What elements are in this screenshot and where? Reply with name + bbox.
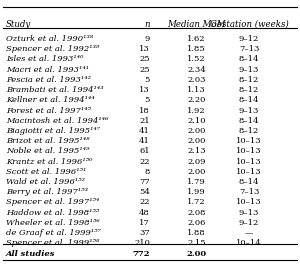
Text: 2.00: 2.00	[187, 127, 206, 135]
Text: 13: 13	[139, 86, 150, 94]
Text: 8–12: 8–12	[239, 76, 259, 84]
Text: 10–13: 10–13	[236, 198, 262, 206]
Text: Biagiotti et al. 1995¹⁴⁷: Biagiotti et al. 1995¹⁴⁷	[6, 127, 100, 135]
Text: Wheeler et al. 1998¹⁵⁶: Wheeler et al. 1998¹⁵⁶	[6, 219, 100, 227]
Text: Forest et al. 1997¹⁴⁵: Forest et al. 1997¹⁴⁵	[6, 107, 91, 115]
Text: 2.03: 2.03	[187, 76, 206, 84]
Text: Berry et al. 1997¹⁵³: Berry et al. 1997¹⁵³	[6, 188, 88, 196]
Text: 7–13: 7–13	[239, 188, 259, 196]
Text: 18: 18	[139, 107, 150, 115]
Text: 1.72: 1.72	[187, 198, 206, 206]
Text: 1.99: 1.99	[187, 188, 206, 196]
Text: 2.34: 2.34	[187, 66, 206, 74]
Text: Brizot et al. 1995¹⁴⁸: Brizot et al. 1995¹⁴⁸	[6, 137, 90, 145]
Text: 8–14: 8–14	[239, 178, 259, 186]
Text: 1.79: 1.79	[187, 178, 206, 186]
Text: 10–13: 10–13	[236, 157, 262, 165]
Text: 2.09: 2.09	[187, 157, 206, 165]
Text: 2.00: 2.00	[187, 168, 206, 176]
Text: 9–12: 9–12	[239, 219, 259, 227]
Text: 2.13: 2.13	[187, 147, 206, 155]
Text: 48: 48	[139, 209, 150, 217]
Text: 10–13: 10–13	[236, 147, 262, 155]
Text: 22: 22	[140, 198, 150, 206]
Text: 10–14: 10–14	[236, 239, 262, 247]
Text: 21: 21	[140, 117, 150, 125]
Text: 41: 41	[139, 127, 150, 135]
Text: 61: 61	[140, 147, 150, 155]
Text: 77: 77	[139, 178, 150, 186]
Text: —: —	[245, 229, 253, 237]
Text: 2.20: 2.20	[187, 96, 206, 104]
Text: 5: 5	[145, 76, 150, 84]
Text: 2.00: 2.00	[187, 137, 206, 145]
Text: 8–14: 8–14	[239, 56, 259, 64]
Text: 17: 17	[139, 219, 150, 227]
Text: Macri et al. 1993¹⁴¹: Macri et al. 1993¹⁴¹	[6, 66, 89, 74]
Text: Pescia et al. 1993¹⁴²: Pescia et al. 1993¹⁴²	[6, 76, 91, 84]
Text: 1.88: 1.88	[187, 229, 206, 237]
Text: 1.52: 1.52	[187, 56, 206, 64]
Text: 1.85: 1.85	[187, 45, 206, 53]
Text: 10–13: 10–13	[236, 168, 262, 176]
Text: Median MoM: Median MoM	[167, 20, 226, 29]
Text: 8: 8	[145, 168, 150, 176]
Text: Spencer et al. 1999¹⁵⁸: Spencer et al. 1999¹⁵⁸	[6, 239, 99, 247]
Text: Spencer et al. 1997¹⁵⁴: Spencer et al. 1997¹⁵⁴	[6, 198, 99, 206]
Text: 1.92: 1.92	[187, 107, 206, 115]
Text: 25: 25	[140, 56, 150, 64]
Text: 25: 25	[140, 66, 150, 74]
Text: 2.15: 2.15	[187, 239, 206, 247]
Text: 7–13: 7–13	[239, 45, 259, 53]
Text: All studies: All studies	[6, 250, 56, 258]
Text: 9: 9	[145, 35, 150, 43]
Text: Noble et al. 1995¹⁴⁹: Noble et al. 1995¹⁴⁹	[6, 147, 89, 155]
Text: 1.13: 1.13	[187, 86, 206, 94]
Text: 210: 210	[134, 239, 150, 247]
Text: 8–12: 8–12	[239, 86, 259, 94]
Text: Spencer et al. 1992¹³⁹: Spencer et al. 1992¹³⁹	[6, 45, 99, 53]
Text: 13: 13	[139, 45, 150, 53]
Text: Krantz et al. 1996¹⁵⁰: Krantz et al. 1996¹⁵⁰	[6, 157, 92, 165]
Text: Wald et al. 1996¹⁵²: Wald et al. 1996¹⁵²	[6, 178, 85, 186]
Text: 2.10: 2.10	[187, 117, 206, 125]
Text: 772: 772	[133, 250, 150, 258]
Text: Macintosh et al. 1994¹⁴⁶: Macintosh et al. 1994¹⁴⁶	[6, 117, 109, 125]
Text: 5: 5	[145, 96, 150, 104]
Text: 37: 37	[139, 229, 150, 237]
Text: Kellner et al. 1994¹⁴⁴: Kellner et al. 1994¹⁴⁴	[6, 96, 95, 104]
Text: Brambati et al. 1994¹⁴³: Brambati et al. 1994¹⁴³	[6, 86, 103, 94]
Text: Ozturk et al. 1990¹³⁸: Ozturk et al. 1990¹³⁸	[6, 35, 93, 43]
Text: Haddow et al. 1998¹⁵⁵: Haddow et al. 1998¹⁵⁵	[6, 209, 99, 217]
Text: 2.06: 2.06	[187, 219, 206, 227]
Text: de Graaf et al. 1999¹⁵⁷: de Graaf et al. 1999¹⁵⁷	[6, 229, 101, 237]
Text: Study: Study	[6, 20, 31, 29]
Text: 8–14: 8–14	[239, 96, 259, 104]
Text: 9–13: 9–13	[239, 107, 259, 115]
Text: 22: 22	[140, 157, 150, 165]
Text: 41: 41	[139, 137, 150, 145]
Text: Gestation (weeks): Gestation (weeks)	[210, 20, 288, 29]
Text: 9–13: 9–13	[239, 66, 259, 74]
Text: Isles et al. 1993¹⁴⁰: Isles et al. 1993¹⁴⁰	[6, 56, 83, 64]
Text: 8–12: 8–12	[239, 127, 259, 135]
Text: 10–13: 10–13	[236, 137, 262, 145]
Text: 54: 54	[139, 188, 150, 196]
Text: 2.08: 2.08	[187, 209, 206, 217]
Text: Scott et al. 1996¹⁵¹: Scott et al. 1996¹⁵¹	[6, 168, 86, 176]
Text: 2.00: 2.00	[186, 250, 207, 258]
Text: 8–14: 8–14	[239, 117, 259, 125]
Text: n: n	[145, 20, 150, 29]
Text: 9–12: 9–12	[239, 35, 259, 43]
Text: 9–13: 9–13	[239, 209, 259, 217]
Text: 1.62: 1.62	[187, 35, 206, 43]
